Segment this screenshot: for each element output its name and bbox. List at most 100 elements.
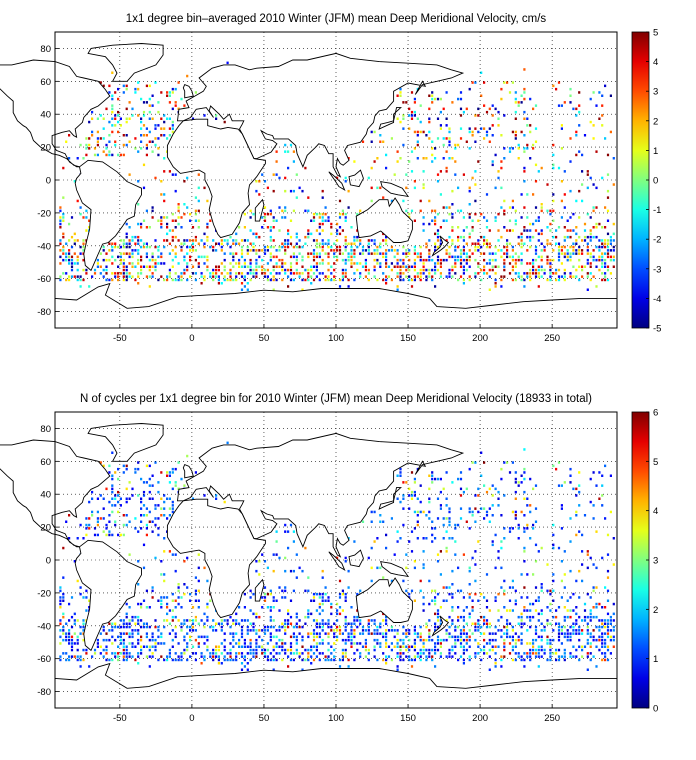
data-cell bbox=[142, 186, 146, 190]
data-cell bbox=[131, 275, 134, 278]
data-cell bbox=[604, 242, 607, 245]
data-cell bbox=[448, 510, 451, 514]
data-cell bbox=[102, 268, 105, 272]
data-cell bbox=[601, 278, 604, 282]
data-cell bbox=[261, 629, 264, 632]
data-cell bbox=[206, 258, 209, 262]
data-cell bbox=[442, 586, 445, 589]
data-cell bbox=[62, 576, 65, 579]
data-cell bbox=[436, 619, 440, 622]
data-cell bbox=[422, 596, 425, 599]
data-cell bbox=[356, 235, 359, 239]
data-cell bbox=[589, 658, 592, 662]
data-cell bbox=[65, 255, 68, 259]
data-cell bbox=[402, 117, 405, 120]
data-cell bbox=[457, 239, 460, 242]
data-cell bbox=[465, 242, 468, 245]
data-cell bbox=[145, 255, 148, 259]
data-cell bbox=[583, 229, 587, 232]
data-cell bbox=[243, 606, 246, 609]
data-cell bbox=[526, 117, 529, 120]
data-cell bbox=[459, 255, 463, 259]
data-cell bbox=[226, 441, 229, 445]
data-cell bbox=[183, 635, 186, 639]
data-cell bbox=[59, 658, 62, 662]
data-cell bbox=[508, 229, 512, 232]
data-cell bbox=[532, 107, 535, 111]
data-cell bbox=[215, 275, 218, 278]
data-cell bbox=[578, 632, 581, 635]
data-cell bbox=[523, 477, 526, 481]
data-cell bbox=[148, 110, 151, 114]
data-cell bbox=[459, 629, 463, 632]
data-cell bbox=[122, 134, 125, 137]
data-cell bbox=[503, 527, 506, 530]
data-cell bbox=[434, 612, 437, 616]
data-cell bbox=[137, 272, 140, 275]
data-cell bbox=[82, 638, 85, 642]
data-cell bbox=[215, 114, 218, 117]
data-cell bbox=[500, 97, 503, 101]
data-cell bbox=[367, 176, 370, 180]
data-cell bbox=[223, 278, 226, 282]
data-cell bbox=[557, 242, 561, 245]
data-cell bbox=[292, 252, 295, 255]
colorbar-tick-label: 4 bbox=[653, 57, 658, 68]
data-cell bbox=[419, 652, 422, 655]
data-cell bbox=[419, 104, 422, 107]
data-cell bbox=[318, 625, 321, 629]
data-cell bbox=[73, 642, 76, 645]
y-tick-label: -60 bbox=[37, 654, 51, 665]
data-cell bbox=[111, 117, 114, 120]
data-cell bbox=[287, 166, 290, 170]
data-cell bbox=[419, 632, 422, 635]
data-cell bbox=[552, 153, 555, 157]
data-cell bbox=[483, 127, 486, 130]
data-cell bbox=[111, 249, 114, 252]
data-cell bbox=[385, 235, 388, 239]
data-cell bbox=[477, 487, 480, 491]
data-cell bbox=[59, 216, 62, 219]
data-cell bbox=[338, 612, 342, 616]
data-cell bbox=[281, 268, 284, 272]
data-cell bbox=[163, 262, 166, 265]
data-cell bbox=[191, 239, 195, 242]
colorbar-tick-label: 4 bbox=[653, 506, 658, 517]
data-cell bbox=[99, 81, 102, 84]
data-cell bbox=[252, 652, 255, 655]
data-cell bbox=[310, 275, 313, 278]
data-cell bbox=[413, 262, 416, 265]
data-cell bbox=[148, 477, 151, 481]
data-cell bbox=[327, 622, 330, 625]
data-cell bbox=[278, 652, 281, 655]
data-cell bbox=[382, 632, 385, 635]
data-cell bbox=[459, 471, 463, 474]
data-cell bbox=[137, 615, 140, 619]
data-cell bbox=[477, 619, 480, 622]
data-cell bbox=[578, 484, 581, 487]
data-cell bbox=[462, 229, 465, 232]
data-cell bbox=[203, 255, 206, 259]
data-cell bbox=[59, 635, 62, 639]
data-cell bbox=[125, 615, 128, 619]
data-cell bbox=[284, 648, 287, 652]
data-cell bbox=[439, 606, 442, 609]
data-cell bbox=[364, 629, 367, 632]
data-cell bbox=[111, 104, 114, 107]
data-cell bbox=[105, 107, 108, 111]
colorbar-tick-label: -5 bbox=[653, 324, 661, 335]
data-cell bbox=[578, 104, 581, 107]
data-cell bbox=[462, 173, 465, 176]
data-cell bbox=[142, 114, 146, 117]
data-cell bbox=[140, 222, 143, 226]
data-cell bbox=[125, 645, 128, 648]
data-cell bbox=[419, 625, 422, 629]
data-cell bbox=[494, 186, 497, 190]
data-cell bbox=[137, 235, 140, 239]
data-cell bbox=[82, 629, 85, 632]
data-cell bbox=[315, 275, 318, 278]
data-cell bbox=[131, 255, 134, 259]
data-cell bbox=[220, 282, 223, 285]
data-cell bbox=[321, 242, 324, 245]
data-cell bbox=[586, 262, 589, 265]
